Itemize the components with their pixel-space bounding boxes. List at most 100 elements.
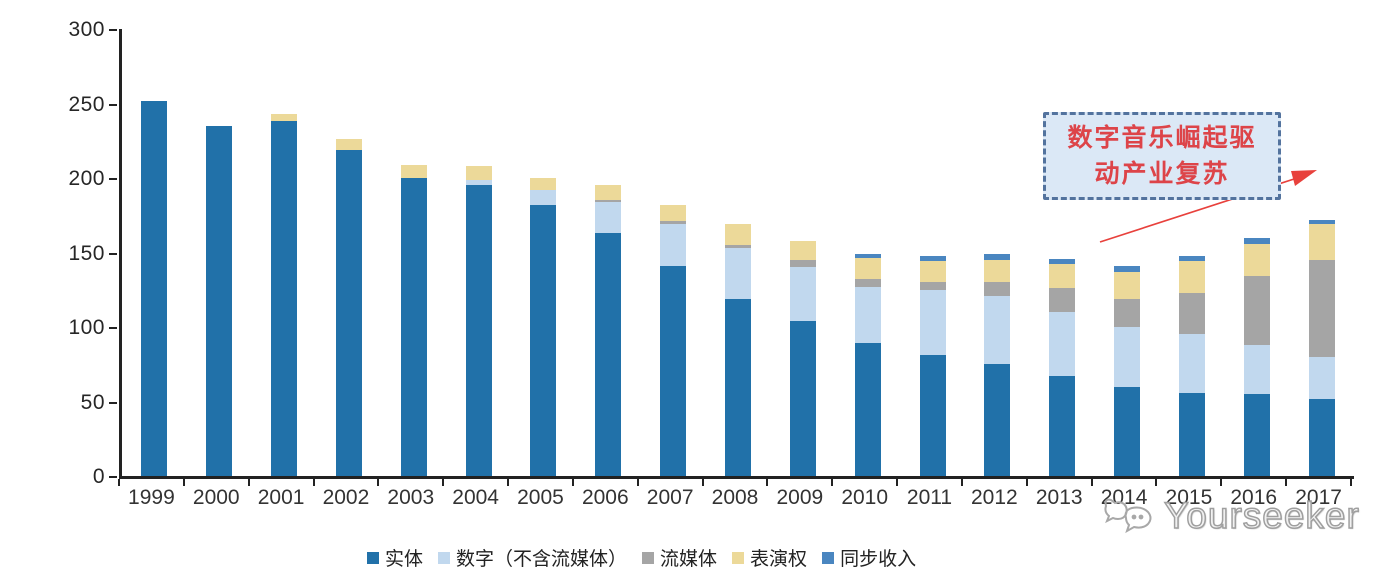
bar-2015 [1178, 255, 1205, 476]
bar-segment [919, 282, 946, 290]
bar-segment [854, 343, 881, 476]
x-axis-label: 2016 [1230, 486, 1278, 509]
x-axis-label: 2011 [906, 486, 953, 509]
legend-item: 流媒体 [642, 544, 717, 571]
bar-segment [530, 189, 557, 205]
bar-segment [141, 100, 168, 476]
annotation-box: 数字音乐崛起驱 动产业复苏 [1043, 112, 1281, 200]
bar-segment [595, 233, 622, 476]
bar-2016 [1243, 237, 1270, 476]
bar-segment [854, 279, 881, 287]
x-tick [896, 479, 899, 486]
bar-segment [206, 125, 233, 476]
x-axis-label: 2013 [1035, 486, 1083, 509]
bar-segment [1049, 376, 1076, 476]
bar-segment [271, 113, 298, 122]
bar-segment [725, 224, 751, 246]
bar-segment [1243, 243, 1270, 277]
bar-segment [595, 201, 622, 234]
bar-2000 [206, 125, 233, 476]
x-axis-label: 1999 [128, 486, 175, 509]
bar-segment [1049, 258, 1076, 265]
bar-segment [1049, 264, 1076, 289]
bar-2012 [984, 254, 1011, 476]
y-axis-label: 150 [68, 241, 105, 265]
legend-item: 实体 [367, 544, 423, 571]
bar-2014 [1114, 265, 1141, 476]
y-tick [109, 178, 117, 180]
bar-2010 [854, 254, 881, 476]
bar-segment [1243, 344, 1270, 395]
bar-segment [789, 240, 816, 260]
x-tick [312, 479, 315, 486]
watermark: Yourseeker [1100, 492, 1360, 540]
y-axis-label: 200 [68, 167, 105, 190]
x-tick [1090, 479, 1093, 486]
yourseeker-logo-icon [1104, 498, 1152, 534]
bar-2006 [595, 185, 622, 476]
bar-segment [335, 139, 362, 150]
watermark-text: Yourseeker [1163, 494, 1360, 537]
x-axis-label: 2000 [192, 486, 240, 509]
bar-segment [465, 185, 492, 476]
bar-segment [1308, 224, 1335, 260]
y-axis-label: 50 [80, 390, 105, 414]
bar-segment [465, 166, 492, 180]
bar-segment [1114, 386, 1141, 476]
bar-segment [465, 179, 492, 186]
bar-segment [854, 258, 881, 280]
x-tick [507, 479, 510, 486]
bar-segment [919, 289, 946, 356]
bar-2001 [271, 113, 298, 476]
bar-segment [660, 224, 687, 266]
legend: 实体 数字（不含流媒体） 流媒体 表演权 同步收入 [367, 544, 916, 571]
bar-segment [1114, 298, 1141, 328]
legend-label: 数字（不含流媒体） [456, 549, 628, 570]
bar-segment [595, 200, 622, 202]
bar-segment [725, 248, 751, 299]
x-axis-label: 2001 [257, 486, 305, 509]
y-axis-label: 300 [68, 18, 105, 41]
bar-2007 [660, 204, 687, 476]
bar-2005 [530, 178, 557, 476]
bar-2009 [789, 240, 816, 476]
bar-segment [595, 185, 622, 201]
y-tick [109, 327, 117, 329]
bar-segment [1308, 398, 1335, 476]
bar-segment [1178, 261, 1205, 293]
bar-segment [984, 254, 1011, 260]
bar-2008 [725, 224, 751, 476]
legend-item: 同步收入 [822, 544, 916, 571]
x-tick [831, 479, 834, 486]
bar-segment [919, 355, 946, 476]
y-tick [109, 29, 117, 31]
bar-segment [1049, 312, 1076, 377]
bar-segment [1178, 392, 1205, 476]
bar-segment [1243, 276, 1270, 345]
y-tick [109, 252, 117, 255]
x-axis-label: 2004 [452, 486, 499, 509]
x-tick [247, 479, 250, 486]
x-tick [1220, 479, 1223, 486]
y-axis-label: 0 [92, 465, 105, 488]
bar-segment [789, 259, 816, 268]
bar-segment [1308, 259, 1335, 357]
bar-segment [984, 259, 1011, 283]
x-axis-label: 2009 [776, 486, 824, 509]
y-tick [109, 103, 117, 106]
x-tick [960, 479, 963, 486]
bar-segment [919, 261, 946, 283]
annotation-line-1: 数字音乐崛起驱 [1067, 124, 1257, 152]
bar-segment [660, 221, 687, 225]
y-tick [109, 476, 117, 478]
bar-segment [1178, 255, 1205, 262]
bar-segment [530, 178, 557, 190]
x-axis-label: 2014 [1100, 486, 1148, 509]
bar-segment [854, 286, 881, 344]
x-tick [1025, 479, 1028, 486]
x-tick [1285, 479, 1288, 486]
x-axis-label: 2010 [841, 486, 889, 509]
bar-segment [1178, 292, 1205, 335]
bar-segment [984, 364, 1011, 476]
